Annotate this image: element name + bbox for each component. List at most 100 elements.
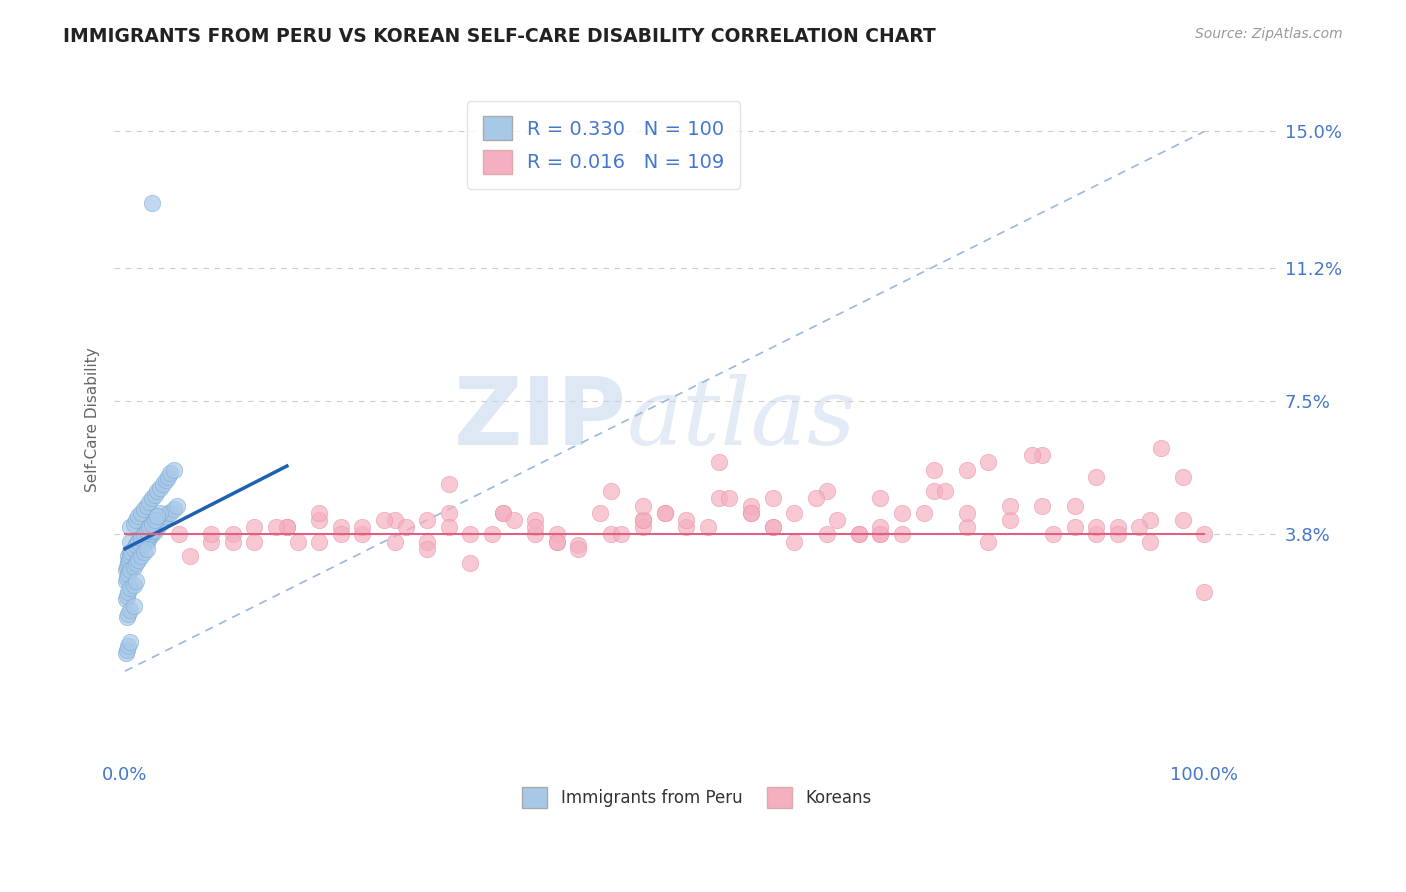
Point bbox=[1128, 520, 1150, 534]
Point bbox=[492, 506, 515, 520]
Point bbox=[287, 534, 309, 549]
Point bbox=[127, 534, 149, 549]
Point bbox=[141, 516, 163, 531]
Point bbox=[120, 534, 142, 549]
Point bbox=[117, 639, 139, 653]
Point bbox=[869, 520, 891, 534]
Point bbox=[125, 556, 148, 570]
Point bbox=[138, 495, 160, 509]
Point bbox=[138, 520, 160, 534]
Point bbox=[115, 610, 138, 624]
Point bbox=[589, 506, 612, 520]
Point bbox=[761, 520, 783, 534]
Point bbox=[1085, 527, 1108, 541]
Point bbox=[159, 467, 181, 481]
Point bbox=[117, 585, 139, 599]
Point bbox=[125, 538, 148, 552]
Point bbox=[127, 534, 149, 549]
Point bbox=[492, 506, 515, 520]
Point bbox=[134, 502, 156, 516]
Point bbox=[384, 513, 406, 527]
Point bbox=[761, 520, 783, 534]
Point bbox=[352, 527, 374, 541]
Point bbox=[998, 499, 1021, 513]
Point bbox=[1107, 527, 1129, 541]
Point bbox=[599, 484, 621, 499]
Point bbox=[1171, 513, 1194, 527]
Point bbox=[118, 552, 141, 566]
Point bbox=[143, 513, 166, 527]
Point bbox=[135, 499, 157, 513]
Text: IMMIGRANTS FROM PERU VS KOREAN SELF-CARE DISABILITY CORRELATION CHART: IMMIGRANTS FROM PERU VS KOREAN SELF-CARE… bbox=[63, 27, 936, 45]
Point bbox=[135, 534, 157, 549]
Point bbox=[631, 513, 654, 527]
Point bbox=[384, 534, 406, 549]
Point bbox=[115, 642, 138, 657]
Point bbox=[934, 484, 956, 499]
Point bbox=[308, 513, 330, 527]
Point bbox=[1021, 448, 1043, 462]
Point bbox=[200, 527, 222, 541]
Point bbox=[416, 541, 439, 556]
Point bbox=[129, 531, 152, 545]
Point bbox=[129, 531, 152, 545]
Point bbox=[120, 545, 142, 559]
Point bbox=[117, 556, 139, 570]
Point bbox=[125, 574, 148, 589]
Point bbox=[1063, 520, 1085, 534]
Point bbox=[1150, 441, 1173, 455]
Point bbox=[848, 527, 870, 541]
Point bbox=[159, 506, 181, 520]
Point bbox=[546, 534, 568, 549]
Point bbox=[117, 549, 139, 563]
Point bbox=[122, 599, 145, 614]
Point bbox=[125, 538, 148, 552]
Point bbox=[115, 559, 138, 574]
Point bbox=[437, 477, 460, 491]
Point bbox=[654, 506, 676, 520]
Point bbox=[167, 527, 190, 541]
Point bbox=[122, 541, 145, 556]
Point bbox=[120, 520, 142, 534]
Point bbox=[416, 513, 439, 527]
Point bbox=[117, 607, 139, 621]
Point bbox=[394, 520, 416, 534]
Point bbox=[120, 635, 142, 649]
Point bbox=[815, 484, 838, 499]
Point bbox=[120, 545, 142, 559]
Text: Source: ZipAtlas.com: Source: ZipAtlas.com bbox=[1195, 27, 1343, 41]
Point bbox=[152, 513, 174, 527]
Point bbox=[924, 484, 946, 499]
Point bbox=[122, 549, 145, 563]
Point bbox=[869, 491, 891, 506]
Text: atlas: atlas bbox=[627, 375, 856, 464]
Point bbox=[134, 545, 156, 559]
Point bbox=[125, 545, 148, 559]
Point bbox=[815, 527, 838, 541]
Point bbox=[308, 534, 330, 549]
Point bbox=[135, 524, 157, 538]
Point bbox=[120, 563, 142, 577]
Point bbox=[115, 592, 138, 607]
Point bbox=[869, 527, 891, 541]
Point bbox=[129, 531, 152, 545]
Point bbox=[460, 527, 482, 541]
Point bbox=[891, 506, 914, 520]
Point bbox=[148, 506, 170, 520]
Point bbox=[122, 559, 145, 574]
Point bbox=[460, 556, 482, 570]
Point bbox=[610, 527, 633, 541]
Point bbox=[696, 520, 718, 534]
Point bbox=[152, 477, 174, 491]
Point bbox=[437, 506, 460, 520]
Point bbox=[481, 527, 503, 541]
Point bbox=[956, 506, 979, 520]
Point bbox=[141, 524, 163, 538]
Point bbox=[134, 527, 156, 541]
Point bbox=[977, 455, 1000, 469]
Point bbox=[134, 531, 156, 545]
Point bbox=[155, 474, 177, 488]
Point bbox=[129, 538, 152, 552]
Point bbox=[135, 524, 157, 538]
Point bbox=[567, 541, 589, 556]
